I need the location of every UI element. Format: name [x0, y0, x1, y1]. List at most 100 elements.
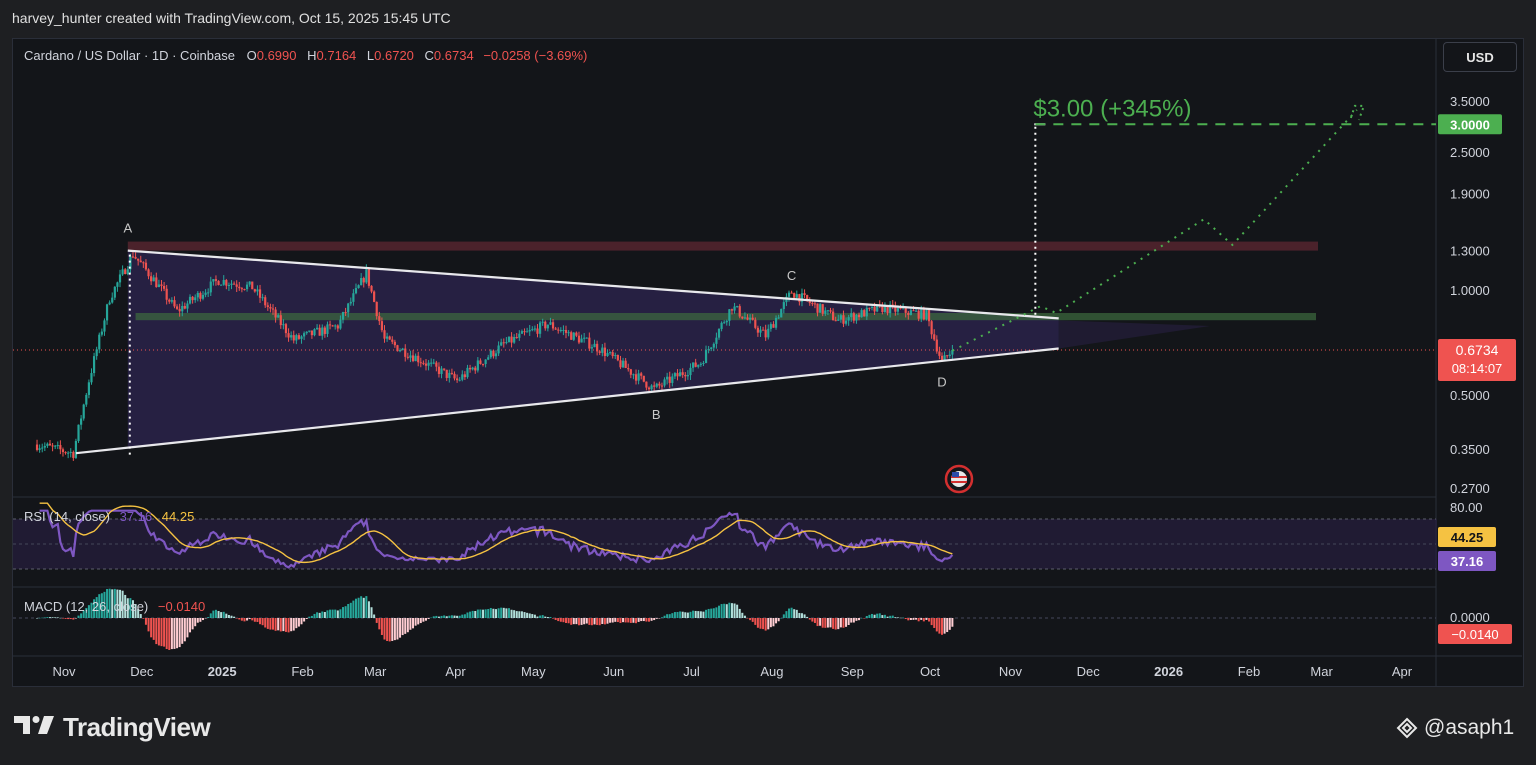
candle-body [816, 303, 819, 313]
candle-body [297, 335, 301, 339]
macd-bar [539, 615, 542, 618]
macd-bar [256, 618, 259, 622]
support-zone[interactable] [135, 313, 1316, 321]
price-tick-label: 1.3000 [1450, 244, 1490, 259]
candle-body [341, 312, 345, 320]
macd-bar [609, 618, 612, 623]
macd-bar [829, 618, 832, 628]
time-axis[interactable]: Nov Dec 2025 Feb Mar Apr May Jun Jul Aug Sep Oct Nov… [52, 664, 1412, 679]
candle-body [497, 345, 500, 354]
candle-body [562, 330, 565, 332]
candle-body [943, 355, 946, 361]
candle-body [375, 301, 378, 317]
triangle-lower-line[interactable] [75, 347, 1059, 455]
resistance-zone[interactable] [127, 241, 1319, 251]
rsi-legend: RSI (14, close) 37.16 44.25 [24, 509, 194, 524]
candle-body [645, 381, 648, 388]
macd-bar [220, 612, 223, 618]
candle-body [860, 310, 863, 318]
candle-body [583, 337, 586, 339]
high-value: 0.7164 [317, 48, 357, 63]
candle-body [585, 337, 588, 339]
macd-bar [616, 618, 619, 623]
binance-diamond-icon [1396, 717, 1418, 739]
candle-body [702, 362, 705, 364]
macd-bar [375, 618, 378, 623]
candle-body [290, 335, 293, 338]
triangle-upper-line[interactable] [127, 249, 1059, 320]
macd-bar [95, 597, 98, 618]
candle-body [77, 424, 80, 441]
price-chart[interactable]: $3.00 (+345%) A B C D Cardano / US Dolla… [0, 0, 1536, 690]
candle-body [826, 310, 830, 312]
macd-bar [253, 618, 256, 622]
candle-body [590, 347, 594, 349]
candle-body [82, 404, 85, 419]
candle-body [41, 447, 44, 449]
candle-body [271, 308, 275, 310]
macd-label: MACD (12, 26, close) [24, 599, 148, 614]
candle-body [927, 310, 931, 322]
candle-body [315, 327, 319, 330]
candle-body [370, 285, 373, 292]
candle-body [873, 306, 876, 312]
macd-bar [450, 615, 453, 618]
candle-body [951, 349, 954, 355]
currency-button[interactable]: USD [1443, 42, 1517, 72]
macd-bar [546, 616, 549, 618]
candle-body [349, 301, 352, 304]
candle-body [857, 314, 861, 318]
macd-bar [858, 618, 861, 621]
triangle-fill [127, 250, 1059, 448]
macd-tag-text: −0.0140 [1451, 627, 1498, 642]
macd-bar [476, 609, 479, 618]
macd-bar [666, 614, 669, 618]
macd-bar [689, 611, 692, 618]
low-label: L [367, 48, 374, 63]
macd-bar [126, 598, 129, 618]
macd-bar [881, 615, 884, 618]
macd-bar [826, 618, 829, 628]
macd-bar [917, 618, 920, 622]
rsi-ma-tag [1438, 527, 1496, 547]
candle-body [43, 445, 46, 448]
macd-bar [819, 618, 822, 626]
candle-body [551, 322, 555, 329]
macd-bar [899, 617, 902, 619]
macd-bar [710, 608, 713, 618]
candle-body [793, 293, 796, 298]
macd-bar [611, 618, 614, 623]
candle-body [437, 366, 441, 374]
candle-body [787, 292, 791, 297]
macd-bar [720, 604, 723, 618]
candle-body [388, 336, 391, 340]
macd-bar [733, 603, 736, 618]
price-axis[interactable]: 3.5000 2.5000 1.9000 1.3000 1.0000 0.5000 0.35… [1450, 94, 1490, 496]
candle-body [948, 354, 951, 356]
macd-bar [388, 618, 391, 642]
target-price-tag [1438, 114, 1502, 135]
macd-histogram [36, 588, 954, 650]
candle-body [445, 369, 448, 378]
candle-body [411, 355, 415, 362]
macd-bar [191, 618, 194, 630]
candle-body [863, 310, 866, 317]
macd-bar [951, 618, 954, 627]
macd-bar [393, 618, 396, 641]
macd-bar [676, 611, 679, 618]
candle-body [940, 355, 944, 361]
candle-body [344, 312, 347, 314]
watermark-handle: @asaph1 [1424, 716, 1515, 739]
candle-body [245, 284, 249, 290]
candle-body [227, 284, 231, 286]
macd-bar [515, 611, 518, 618]
macd-bar [863, 618, 866, 619]
macd-bar [386, 618, 389, 642]
candle-body [577, 335, 581, 343]
candle-body [310, 330, 313, 336]
us-flag-event-icon[interactable] [944, 464, 974, 494]
candle-body [222, 280, 225, 285]
candle-body [691, 362, 695, 368]
candle-body [126, 269, 129, 275]
macd-bar [679, 611, 682, 618]
